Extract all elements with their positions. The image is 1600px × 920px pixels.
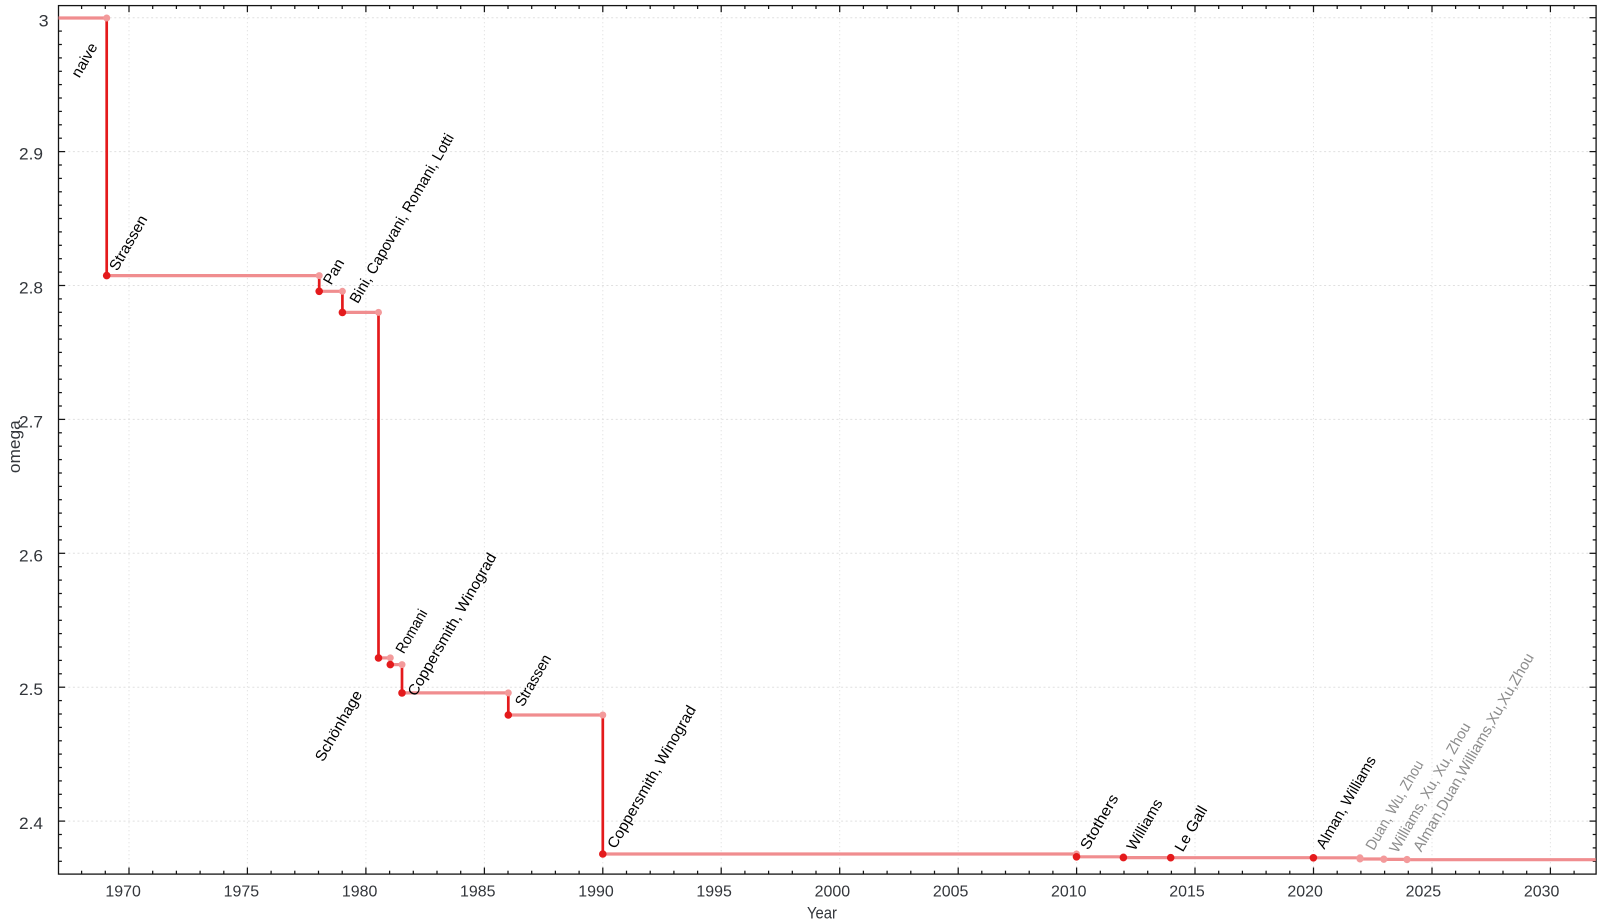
svg-text:3: 3 [39, 12, 49, 31]
svg-text:2.6: 2.6 [19, 547, 43, 565]
svg-text:1980: 1980 [342, 884, 378, 901]
svg-text:1985: 1985 [460, 884, 496, 901]
svg-text:2005: 2005 [933, 884, 969, 901]
svg-text:2000: 2000 [815, 884, 851, 901]
svg-text:2.4: 2.4 [19, 815, 43, 833]
svg-text:2.5: 2.5 [19, 681, 43, 699]
svg-text:2015: 2015 [1169, 884, 1205, 901]
svg-text:1970: 1970 [105, 884, 141, 901]
svg-text:2025: 2025 [1406, 884, 1442, 901]
svg-text:1975: 1975 [224, 884, 260, 901]
svg-text:2.7: 2.7 [19, 413, 43, 431]
svg-text:2.8: 2.8 [19, 280, 43, 298]
svg-text:2010: 2010 [1051, 884, 1087, 901]
svg-text:1995: 1995 [696, 884, 732, 901]
svg-text:omega: omega [5, 420, 24, 473]
svg-text:2.9: 2.9 [19, 146, 43, 164]
svg-text:1990: 1990 [578, 884, 614, 901]
svg-text:2020: 2020 [1287, 884, 1323, 901]
svg-text:2030: 2030 [1524, 884, 1560, 901]
svg-text:Year: Year [807, 905, 837, 920]
